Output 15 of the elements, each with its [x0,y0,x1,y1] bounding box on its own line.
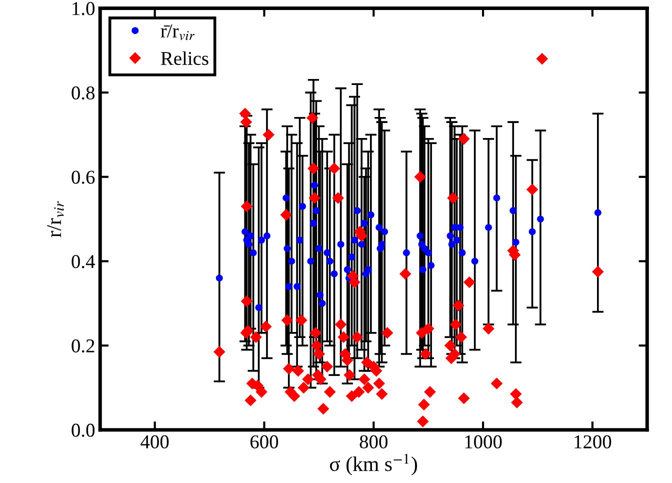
y-tick-label: 0.4 [72,255,95,268]
x-tick-label: 1000 [465,435,502,448]
x-tick-label: 400 [140,435,169,448]
y-tick-label: 0.6 [72,170,95,184]
x-tick-label: 800 [360,435,388,448]
y-tick-label: 0.2 [72,339,94,353]
x-axis-title: σ (km s$^{−1}$) [330,454,418,476]
y-tick-label: 0.8 [72,86,95,100]
x-tick-label: 1200 [574,435,612,448]
legend-label: Relics [160,51,208,66]
y-tick-label: 1.0 [72,2,95,16]
legend-label: r̄/r$_{vir}$ [160,24,194,40]
y-axis-title: r/r$_{vir}$ [47,201,64,238]
x-tick-label: 600 [250,435,278,448]
y-tick-label: 0.0 [72,424,95,437]
